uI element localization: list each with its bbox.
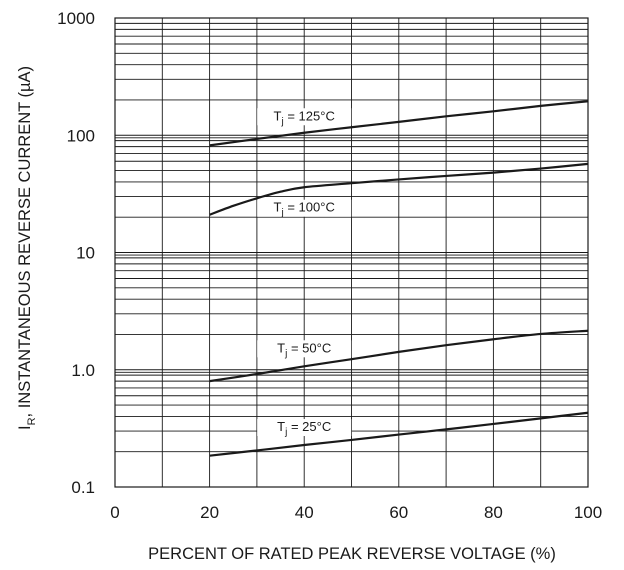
y-tick-labels: 0.1 1.0 10 100 1000 <box>57 9 95 497</box>
y-axis-label-main: I <box>16 425 34 430</box>
curve-label-main: T <box>274 200 282 215</box>
x-tick-label: 40 <box>295 503 314 522</box>
y-tick-label: 10 <box>76 244 95 263</box>
curve-series-2 <box>209 162 589 216</box>
curve-label-main: T <box>277 419 285 434</box>
curve-label: Tj = 100°C <box>274 200 335 219</box>
curve-label-main: T <box>277 340 285 355</box>
curve-series-1 <box>209 100 589 147</box>
x-axis-label: PERCENT OF RATED PEAK REVERSE VOLTAGE (%… <box>148 545 556 563</box>
y-axis-label: IR, INSTANTANEOUS REVERSE CURRENT (µA) <box>16 66 38 430</box>
curves <box>209 100 589 457</box>
curve-label-rest: = 125°C <box>284 108 335 123</box>
curve-label: Tj = 125°C <box>274 108 335 127</box>
curve-label-main: T <box>274 108 282 123</box>
x-tick-label: 80 <box>484 503 503 522</box>
curve-label-background <box>257 419 352 437</box>
curve-label-rest: = 100°C <box>284 200 335 215</box>
x-tick-label: 20 <box>200 503 219 522</box>
grid <box>115 18 588 487</box>
curve-label: Tj = 25°C <box>277 419 331 438</box>
plot-frame <box>114 17 589 488</box>
x-tick-labels: 0 20 40 60 80 100 <box>110 503 602 522</box>
curve-label-sub: j <box>281 116 284 127</box>
curve-label-sub: j <box>284 348 287 359</box>
curve-label-background <box>257 340 352 358</box>
curve-label-background <box>257 108 352 126</box>
x-tick-label: 60 <box>389 503 408 522</box>
curve-label-sub: j <box>284 427 287 438</box>
curve-series-3 <box>209 329 589 383</box>
curve-label-background <box>257 199 352 217</box>
curve-label: Tj = 50°C <box>277 340 331 359</box>
curve-label-sub: j <box>281 208 284 219</box>
y-axis-label-rest: , INSTANTANEOUS REVERSE CURRENT (µA) <box>16 66 34 417</box>
y-axis-label-sub: R <box>26 417 38 425</box>
y-tick-label: 1.0 <box>71 361 95 380</box>
y-tick-label: 0.1 <box>71 478 95 497</box>
x-tick-label: 100 <box>574 503 602 522</box>
curve-label-rest: = 50°C <box>287 340 331 355</box>
curve-series-4 <box>209 411 589 457</box>
y-tick-label: 100 <box>67 126 95 145</box>
x-tick-label: 0 <box>110 503 119 522</box>
y-tick-label: 1000 <box>57 9 95 28</box>
curve-label-rest: = 25°C <box>287 419 331 434</box>
curve-labels: Tj = 125°CTj = 100°CTj = 50°CTj = 25°C <box>257 108 352 438</box>
